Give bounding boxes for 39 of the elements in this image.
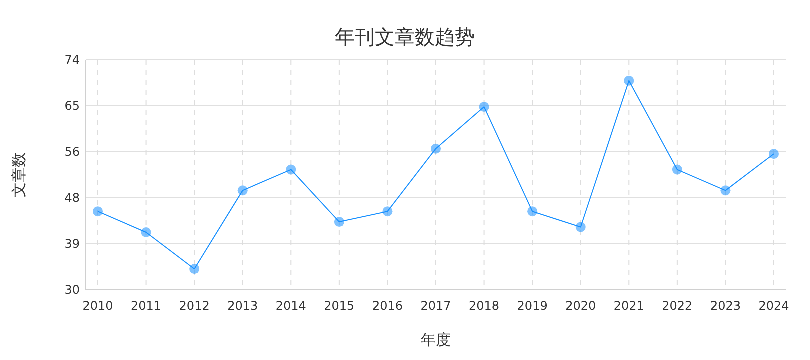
point bbox=[576, 222, 586, 232]
x-tick-label: 2012 bbox=[179, 299, 210, 313]
chart-title: 年刊文章数趋势 bbox=[335, 25, 475, 49]
point bbox=[431, 144, 441, 154]
x-tick-label: 2017 bbox=[420, 299, 452, 313]
y-tick-label: 39 bbox=[64, 237, 80, 251]
y-tick-label: 48 bbox=[64, 191, 80, 205]
x-tick-label: 2019 bbox=[517, 299, 548, 313]
point bbox=[672, 164, 682, 175]
x-tick-label: 2010 bbox=[82, 299, 114, 313]
point bbox=[286, 164, 296, 175]
point bbox=[141, 228, 152, 238]
x-tick-label: 2014 bbox=[276, 299, 306, 313]
x-tick-label: 2024 bbox=[758, 299, 790, 313]
x-tick-label: 2015 bbox=[324, 299, 355, 313]
x-tick-label: 2018 bbox=[469, 299, 500, 313]
y-tick-label: 65 bbox=[64, 99, 80, 113]
x-tick-label: 2013 bbox=[228, 299, 258, 313]
x-axis-title: 年度 bbox=[421, 331, 451, 349]
point bbox=[238, 186, 248, 196]
x-tick-label: 2016 bbox=[372, 299, 403, 313]
point bbox=[720, 186, 731, 196]
x-tick-label: 2022 bbox=[662, 299, 693, 313]
point bbox=[528, 206, 538, 217]
x-tick-label: 2011 bbox=[131, 299, 162, 313]
point bbox=[334, 217, 344, 228]
x-tick-label: 2023 bbox=[710, 299, 741, 313]
point bbox=[93, 206, 103, 217]
point bbox=[479, 102, 490, 112]
x-tick-label: 2021 bbox=[614, 299, 644, 313]
point bbox=[769, 149, 779, 160]
point bbox=[624, 76, 634, 86]
x-tick-label: 2020 bbox=[566, 299, 596, 313]
point bbox=[190, 264, 200, 274]
y-tick-label: 30 bbox=[64, 283, 80, 297]
y-tick-label: 56 bbox=[64, 145, 80, 159]
point bbox=[382, 206, 393, 217]
y-axis-title: 文章数 bbox=[10, 152, 28, 198]
y-tick-label: 74 bbox=[64, 53, 80, 67]
